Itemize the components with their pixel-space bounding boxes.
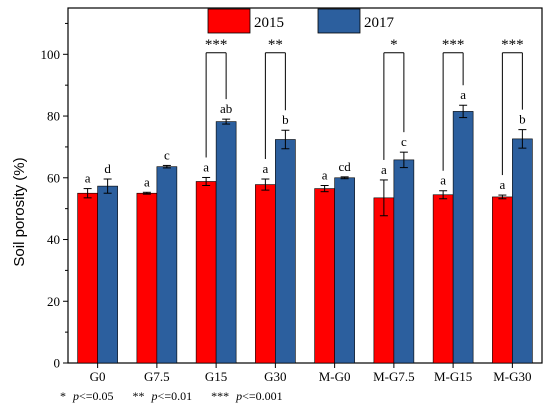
group-letter: a [440,173,446,188]
x-tick-label: M-G15 [434,369,472,384]
footnote-stars-3: *** [211,389,229,403]
x-tick-label: G0 [90,369,106,384]
y-axis-label: Soil porosity (%) [11,157,28,266]
bar-2017-G0 [97,185,118,364]
bar-2017-G15 [215,121,237,364]
x-tick-label: M-G30 [493,369,531,384]
footnote-stars-2: ** [133,389,145,403]
legend-swatch-2015 [207,8,251,34]
bar-2015-G30 [255,184,276,364]
x-tick-label: G30 [264,369,286,384]
y-tick-label: 20 [47,294,60,309]
sig-label: *** [205,37,228,53]
x-tick-label: G7.5 [144,369,170,384]
bar-2017-M-G30 [512,138,533,364]
sig-label: *** [442,37,465,53]
sig-label: ** [268,37,283,53]
footnote-p-2: p [151,389,158,403]
bar-2015-M-G30 [492,196,513,364]
footnote-threshold-1: <=0.05 [79,389,114,403]
legend-label-2015: 2015 [254,15,284,31]
bar-2017-M-G15 [452,111,474,364]
group-letter: a [203,159,209,174]
footnote-p-1: p [72,389,79,403]
group-letter: a [262,161,268,176]
group-letter: a [85,171,91,186]
group-letter: b [282,112,289,127]
bar-2015-M-G15 [432,194,454,364]
footnote-threshold-2: <=0.01 [158,389,193,403]
footnote-p-3: p [235,389,242,403]
footnote-stars-1: * [60,389,66,403]
y-tick-label: 40 [47,232,60,247]
group-letter: c [401,134,407,149]
group-letter: a [381,162,387,177]
group-letter: c [164,147,170,162]
footnote-threshold-3: <=0.001 [242,389,283,403]
bar-2015-G0 [77,192,98,364]
group-letter: a [144,174,150,189]
legend-swatch-2017 [317,8,361,34]
sig-label: *** [501,37,524,53]
group-letter: ab [220,101,232,116]
bar-2017-G7.5 [156,166,178,364]
group-letter: d [104,161,111,176]
x-tick-label: G15 [205,369,227,384]
sig-label: * [390,37,398,53]
bar-2017-G30 [275,139,296,364]
plot-frame [67,7,543,364]
legend: 2015 2017 [207,8,395,34]
x-tick-label: M-G7.5 [373,369,415,384]
x-tick-label: M-G0 [319,369,351,384]
bar-2015-G7.5 [136,192,158,364]
bar-2015-G15 [195,181,217,364]
group-letter: a [460,87,466,102]
bar-2017-M-G7.5 [393,159,415,364]
group-letter: b [519,112,526,127]
bar-2017-M-G0 [334,177,355,364]
group-letter: cd [338,159,351,174]
bar-2015-M-G7.5 [373,197,395,364]
y-tick-label: 60 [47,170,60,185]
bar-2015-M-G0 [314,188,335,364]
y-tick-label: 100 [41,47,61,62]
y-tick-label: 0 [54,356,61,371]
legend-label-2017: 2017 [364,15,395,31]
y-tick-label: 80 [47,109,60,124]
group-letter: a [499,177,505,192]
group-letter: a [322,168,328,183]
footnote: * p<=0.05 ** p<=0.01 *** p<=0.001 [60,389,283,403]
